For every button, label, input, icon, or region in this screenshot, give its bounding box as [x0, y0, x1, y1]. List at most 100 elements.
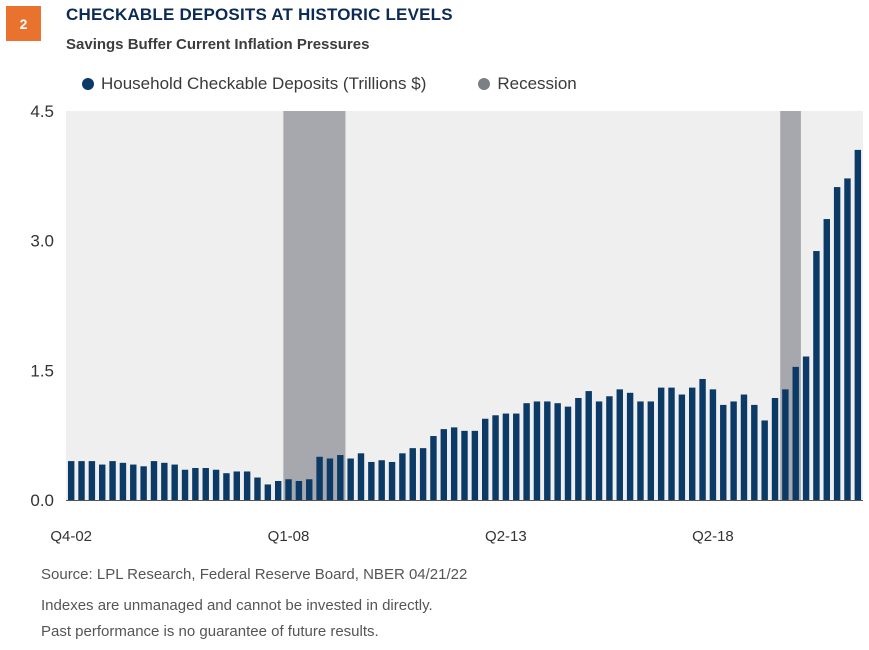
bar-36: [440, 429, 448, 500]
chart-title: CHECKABLE DEPOSITS AT HISTORIC LEVELS: [66, 5, 453, 24]
legend-recession-marker: [478, 78, 491, 90]
bar-7: [140, 466, 147, 500]
legend: Household Checkable Deposits (Trillions …: [82, 74, 629, 94]
disclaimer-line-2: Past performance is no guarantee of futu…: [41, 623, 379, 640]
bar-40: [481, 418, 489, 500]
bar-67: [761, 420, 768, 500]
bar-20: [274, 480, 282, 500]
bar-46: [544, 401, 551, 500]
bar-38: [461, 430, 468, 500]
bar-63: [720, 404, 727, 500]
bar-3: [99, 464, 106, 500]
bar-56: [647, 401, 655, 500]
bar-59: [678, 394, 686, 500]
bar-74: [833, 187, 841, 500]
legend-recession-label: Recession: [497, 74, 577, 93]
bar-73: [823, 219, 830, 501]
bar-24: [316, 456, 323, 500]
bar-35: [430, 436, 437, 500]
bar-34: [419, 448, 427, 500]
bar-16: [233, 471, 240, 500]
bar-66: [751, 404, 758, 500]
bar-31: [388, 461, 396, 500]
bar-30: [378, 460, 385, 500]
legend-deposits-marker: [82, 78, 94, 90]
bar-71: [802, 356, 810, 500]
bar-60: [689, 387, 696, 500]
bar-64: [730, 401, 737, 500]
chart-number-badge: 2: [6, 6, 41, 41]
bar-2: [88, 461, 96, 500]
disclaimer-line-1: Indexes are unmanaged and cannot be inve…: [41, 597, 433, 614]
bar-44: [523, 403, 530, 500]
bar-49: [575, 397, 582, 500]
bar-53: [616, 389, 623, 500]
bar-62: [709, 389, 717, 500]
bar-61: [699, 378, 706, 500]
bar-21: [285, 479, 292, 500]
bar-57: [657, 387, 665, 500]
bar-58: [668, 387, 675, 500]
bar-72: [813, 251, 820, 500]
bar-75: [844, 178, 851, 500]
bar-19: [264, 484, 272, 500]
bar-68: [771, 397, 779, 500]
deposits-bar-chart: 0.0 1.5 3.0 4.5 Q4-02 Q1-08 Q2-13 Q2-18: [30, 102, 863, 545]
bar-0: [67, 461, 75, 500]
legend-deposits-label: Household Checkable Deposits (Trillions …: [101, 74, 427, 93]
y-tick-label-0: 0.0: [30, 491, 54, 510]
bar-17: [243, 471, 251, 500]
bar-8: [150, 461, 158, 500]
bar-10: [171, 464, 178, 500]
bar-47: [554, 403, 561, 500]
bar-23: [306, 479, 313, 500]
bar-70: [792, 366, 799, 500]
bar-39: [471, 430, 479, 500]
bar-29: [368, 461, 375, 500]
bar-65: [740, 394, 748, 500]
legend-item-recession: Recession: [478, 74, 577, 94]
bar-37: [450, 427, 458, 500]
bar-76: [854, 149, 862, 500]
y-tick-label-2: 3.0: [30, 232, 54, 251]
y-tick-label-1: 1.5: [30, 361, 54, 380]
bar-69: [782, 389, 789, 500]
bar-15: [223, 473, 230, 500]
bar-12: [192, 468, 199, 500]
bar-6: [130, 464, 137, 500]
x-tick-label-0: Q4-02: [50, 528, 92, 545]
bar-45: [533, 401, 541, 500]
bar-13: [202, 468, 209, 500]
bar-51: [595, 401, 603, 500]
bar-28: [357, 453, 365, 500]
bar-4: [109, 461, 116, 500]
bar-33: [409, 448, 416, 500]
bar-1: [78, 461, 85, 500]
bar-9: [161, 462, 168, 500]
bar-22: [295, 480, 303, 500]
bar-26: [337, 455, 344, 500]
chart-subtitle: Savings Buffer Current Inflation Pressur…: [66, 36, 370, 53]
bar-41: [492, 415, 499, 500]
bar-55: [637, 401, 644, 500]
x-tick-label-3: Q2-18: [692, 528, 734, 545]
bar-43: [513, 413, 520, 500]
recession-band-1: [283, 111, 346, 500]
bar-18: [254, 477, 261, 500]
bar-32: [399, 453, 406, 500]
y-tick-label-3: 4.5: [30, 102, 54, 121]
x-tick-label-1: Q1-08: [268, 528, 310, 545]
x-tick-label-2: Q2-13: [485, 528, 527, 545]
bar-54: [626, 392, 634, 500]
bar-11: [181, 469, 189, 500]
bar-48: [564, 406, 572, 500]
source-note: Source: LPL Research, Federal Reserve Bo…: [41, 566, 468, 583]
bar-14: [212, 469, 220, 500]
bar-25: [326, 458, 334, 500]
bar-5: [119, 462, 127, 500]
bar-27: [347, 458, 354, 500]
bar-50: [585, 391, 592, 500]
legend-item-deposits: Household Checkable Deposits (Trillions …: [82, 74, 426, 94]
bar-42: [502, 413, 510, 500]
bar-52: [606, 396, 613, 500]
